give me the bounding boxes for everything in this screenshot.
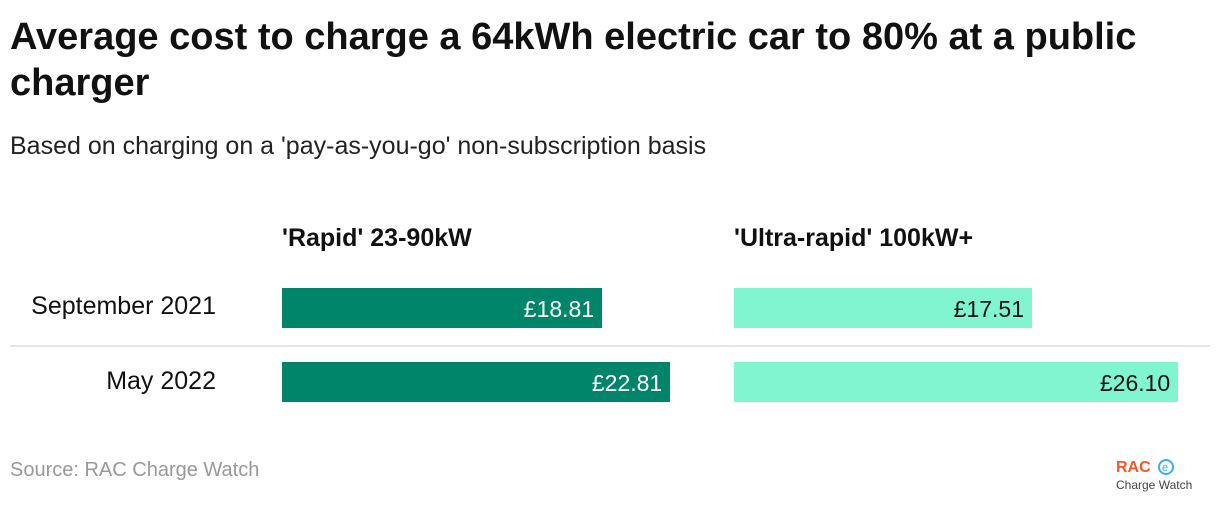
bar-value-label: £18.81 (523, 296, 595, 322)
bar-value-label: £22.81 (591, 370, 663, 396)
bar-value-label: £17.51 (953, 296, 1025, 322)
bar-1-0: £17.51 (734, 288, 1033, 328)
row-label-1: May 2022 (106, 367, 216, 395)
svg-text:e: e (1162, 462, 1168, 474)
row-divider (10, 345, 1210, 347)
source-note: Source: RAC Charge Watch (10, 459, 260, 481)
bar-value-label: £26.10 (1099, 370, 1171, 396)
chart-title: Average cost to charge a 64kWh electric … (10, 16, 1137, 104)
svg-text:Charge Watch: Charge Watch (1116, 478, 1192, 492)
rac-charge-watch-logo: RAC e Charge Watch (1116, 458, 1206, 499)
chart-subtitle: Based on charging on a 'pay-as-you-go' n… (10, 132, 707, 160)
bar-0-0: £18.81 (282, 288, 603, 328)
bar-1-1: £26.10 (734, 362, 1179, 402)
svg-text:RAC: RAC (1116, 459, 1151, 476)
bar-0-1: £22.81 (282, 362, 671, 402)
series-header-rapid: 'Rapid' 23-90kW (282, 224, 472, 252)
series-header-ultra-rapid: 'Ultra-rapid' 100kW+ (734, 224, 974, 252)
row-label-0: September 2021 (31, 292, 216, 320)
